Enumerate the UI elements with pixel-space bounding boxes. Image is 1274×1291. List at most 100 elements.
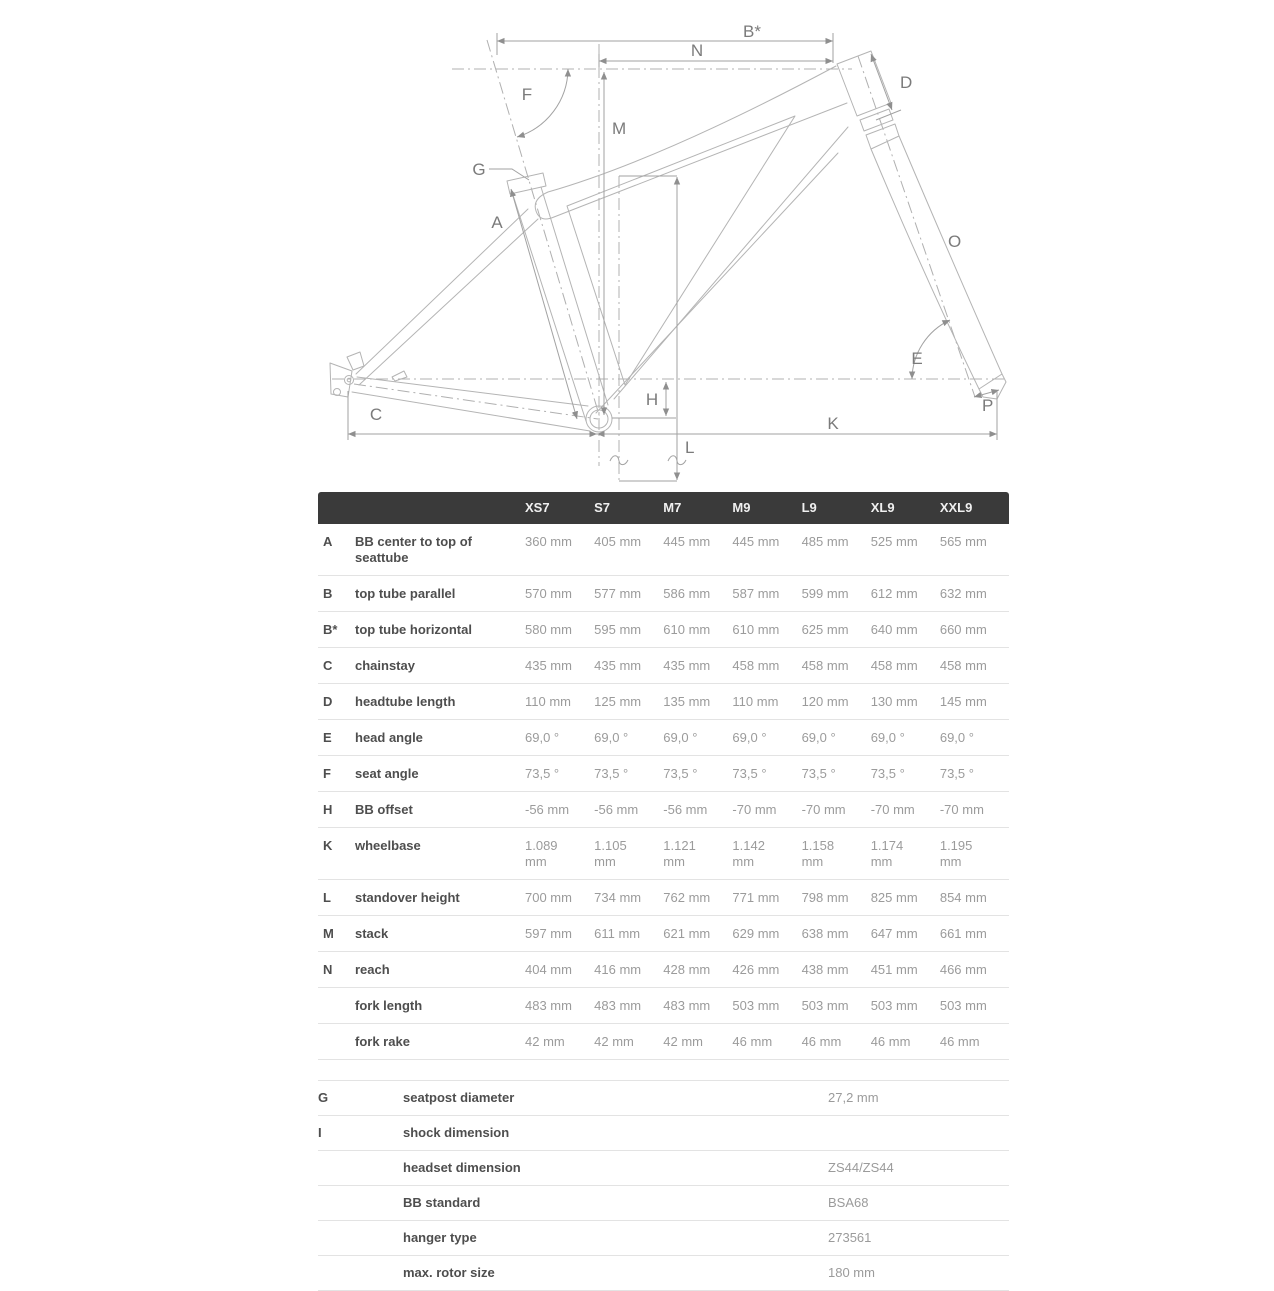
row-value: 428 mm (663, 962, 711, 977)
seat-stay-upper (355, 208, 529, 375)
row-value: 135 mm (663, 694, 711, 709)
row-letter: H (323, 802, 333, 817)
row-value: -56 mm (663, 802, 708, 817)
frame-details-table: G seatpost diameter 27,2 mm I shock dime… (318, 1080, 1009, 1291)
row-value: -56 mm (525, 802, 570, 817)
bike-frame-drawing: A B* C D E F G H K L M N O P (329, 22, 1008, 482)
row-value: 445 mm (732, 534, 780, 549)
row-value: 73,5 ° (732, 766, 767, 781)
row-letter (318, 988, 355, 1023)
row-value: 599 mm (801, 586, 849, 601)
row-letter (318, 1186, 403, 1220)
row-letter: A (323, 534, 333, 549)
label-B-star: B* (743, 22, 761, 41)
row-value: ZS44/ZS44 (828, 1160, 894, 1175)
row-label: reach (355, 962, 390, 977)
seat-tube-right-edge (540, 186, 609, 406)
row-value: -70 mm (732, 802, 777, 817)
row-value: 405 mm (594, 534, 642, 549)
row-value: 661 mm (939, 926, 987, 941)
row-value: 580 mm (525, 622, 572, 637)
headset-cup (859, 108, 894, 132)
row-value: 458 mm (870, 658, 918, 673)
row-value: 483 mm (525, 998, 572, 1013)
row-value: 458 mm (939, 658, 987, 673)
row-value: 438 mm (801, 962, 849, 977)
label-F: F (522, 85, 532, 104)
row-value: 1.121 mm (663, 838, 696, 869)
row-value: 586 mm (663, 586, 711, 601)
row-value: -70 mm (939, 802, 984, 817)
row-value: 771 mm (732, 890, 780, 905)
cable-stop (391, 370, 408, 382)
row-letter: F (323, 766, 331, 781)
row-value: 145 mm (939, 694, 987, 709)
row-value: 120 mm (801, 694, 849, 709)
row-value: 577 mm (594, 586, 642, 601)
table-row: headset dimension ZS44/ZS44 (318, 1151, 1009, 1186)
row-letter: E (323, 730, 332, 745)
row-value: 629 mm (732, 926, 780, 941)
row-value: 612 mm (870, 586, 918, 601)
row-value: 632 mm (939, 586, 987, 601)
row-letter (318, 1221, 403, 1255)
label-E: E (911, 349, 922, 368)
dimension-labels: A B* C D E F G H K L M N O P (370, 22, 993, 457)
row-label: standover height (355, 890, 460, 905)
top-tube (534, 65, 848, 220)
table-row: A BB center to top of seattube 360 mm 40… (318, 524, 1009, 576)
label-N: N (691, 41, 703, 60)
column-header-xs7: XS7 (525, 500, 550, 515)
label-L: L (685, 438, 694, 457)
row-letter (318, 1024, 355, 1059)
row-value: 1.174 mm (870, 838, 904, 869)
frame-panel-line (566, 115, 796, 386)
row-value: 854 mm (939, 890, 987, 905)
row-value: 73,5 ° (939, 766, 974, 781)
label-H: H (646, 390, 658, 409)
label-D: D (900, 73, 912, 92)
row-value: 1.142 mm (732, 838, 765, 869)
row-value: 73,5 ° (594, 766, 629, 781)
row-label: BB offset (355, 802, 413, 817)
row-label: wheelbase (355, 838, 421, 853)
row-value: 610 mm (663, 622, 711, 637)
seat-tube-left-edge (511, 191, 587, 422)
frame-geometry-diagram: A B* C D E F G H K L M N O P (0, 0, 1274, 492)
row-value: -70 mm (870, 802, 915, 817)
table-row: I shock dimension (318, 1116, 1009, 1151)
row-value: 1.158 mm (801, 838, 835, 869)
row-value: 404 mm (525, 962, 572, 977)
bike-frame-outline (329, 50, 1007, 433)
row-value: 625 mm (801, 622, 849, 637)
row-value: 483 mm (663, 998, 711, 1013)
row-value: 416 mm (594, 962, 642, 977)
row-label: top tube horizontal (355, 622, 472, 637)
table-row: fork rake 42 mm 42 mm 42 mm 46 mm 46 mm … (318, 1024, 1009, 1060)
row-value: 73,5 ° (801, 766, 836, 781)
label-G: G (472, 160, 485, 179)
row-value: 798 mm (801, 890, 849, 905)
row-value: 46 mm (939, 1034, 980, 1049)
row-letter: D (323, 694, 333, 709)
row-value: 597 mm (525, 926, 572, 941)
fork-blade-front (870, 148, 980, 390)
table-row: H BB offset -56 mm -56 mm -56 mm -70 mm … (318, 792, 1009, 828)
row-value: 73,5 ° (663, 766, 698, 781)
row-value: 46 mm (870, 1034, 911, 1049)
row-letter: G (318, 1090, 329, 1105)
column-header-l9: L9 (801, 500, 817, 515)
row-label: head angle (355, 730, 423, 745)
table-row: L standover height 700 mm 734 mm 762 mm … (318, 880, 1009, 916)
table-row: D headtube length 110 mm 125 mm 135 mm 1… (318, 684, 1009, 720)
row-value: 46 mm (801, 1034, 842, 1049)
row-label: fork rake (355, 1034, 410, 1049)
label-P: P (982, 396, 993, 415)
row-value: 69,0 ° (939, 730, 974, 745)
table-header-row: XS7 S7 M7 M9 L9 XL9 XXL9 (318, 492, 1009, 524)
geometry-tables: XS7 S7 M7 M9 L9 XL9 XXL9 A BB center to … (318, 492, 1009, 1291)
row-value: 458 mm (801, 658, 849, 673)
table-row: M stack 597 mm 611 mm 621 mm 629 mm 638 … (318, 916, 1009, 952)
row-value: 69,0 ° (801, 730, 836, 745)
row-value: 435 mm (525, 658, 572, 673)
